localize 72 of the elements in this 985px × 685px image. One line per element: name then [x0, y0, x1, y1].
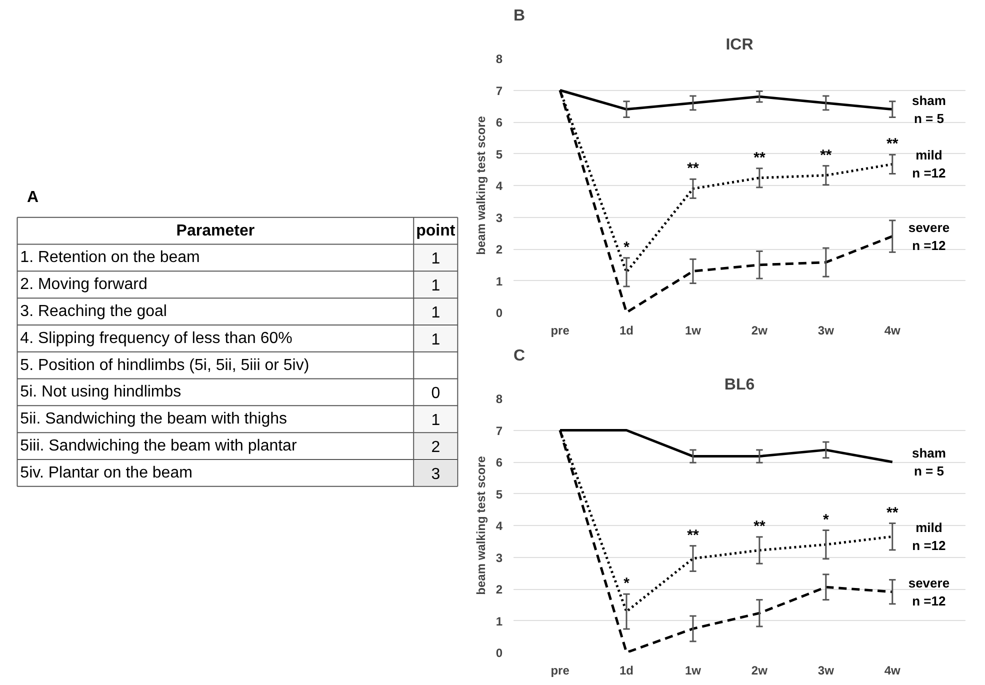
- x-tick-label: pre: [550, 324, 570, 338]
- y-tick-label: 7: [496, 84, 503, 98]
- y-axis-title: Parameter: [176, 222, 255, 240]
- x-tick-label: 3w: [818, 324, 835, 338]
- data-label: **: [886, 504, 898, 522]
- x-tick-label: point: [416, 222, 456, 240]
- x-tick-label: pre: [550, 664, 570, 678]
- y-tick-label: 1. Retention on the beam: [20, 249, 200, 266]
- y-tick-label: 1: [496, 274, 503, 288]
- series-label: severe n =12: [908, 220, 950, 253]
- data-label: **: [687, 526, 699, 544]
- data-label: 3: [431, 466, 440, 483]
- y-tick-label: 2. Moving forward: [20, 276, 148, 294]
- data-label: *: [624, 575, 630, 592]
- data-label: 2: [431, 439, 440, 456]
- data-label: 1: [431, 278, 440, 295]
- x-tick-label: 4w: [884, 324, 902, 338]
- data-label: 1: [431, 412, 440, 430]
- y-tick-label: 6: [496, 116, 503, 130]
- chart-title: BL6: [724, 376, 755, 394]
- y-tick-label: 8: [496, 392, 503, 406]
- y-tick-label: 5i. Not using hindlimbs: [20, 384, 182, 401]
- y-tick-label: 7: [496, 424, 503, 438]
- y-tick-label: 4: [496, 519, 503, 533]
- y-axis-title: beam walking test score: [474, 116, 488, 255]
- y-tick-label: 5. Position of hindlimbs (5i, 5ii, 5iii or 5iv): [20, 356, 310, 374]
- data-label: **: [754, 518, 766, 535]
- x-tick-label: 3w: [818, 664, 835, 678]
- y-tick-label: 0: [496, 306, 503, 320]
- data-label: *: [822, 511, 829, 528]
- y-tick-label: 0: [496, 646, 503, 660]
- y-tick-label: 2: [496, 242, 503, 256]
- y-tick-label: 5: [496, 147, 503, 162]
- text: A: [27, 189, 40, 206]
- y-tick-label: 6: [496, 456, 503, 470]
- data-label: *: [624, 238, 630, 256]
- series-label: sham n = 5: [912, 92, 946, 126]
- x-tick-label: 1d: [620, 664, 634, 678]
- data-label: **: [820, 146, 832, 164]
- x-tick-label: 1w: [684, 324, 702, 338]
- y-tick-label: 4. Slipping frequency of less than 60%: [20, 330, 292, 347]
- y-tick-label: 1: [496, 614, 503, 628]
- series-label: mild n =12: [912, 148, 946, 181]
- y-tick-label: 3. Reaching the goal: [20, 303, 167, 320]
- y-axis-title: beam walking test score: [474, 456, 488, 595]
- x-tick-label: 2w: [751, 664, 768, 678]
- x-tick-label: 1d: [620, 324, 634, 338]
- y-tick-label: 3: [496, 210, 503, 225]
- data-label: 1: [431, 331, 440, 348]
- data-label: 0: [431, 385, 440, 402]
- y-tick-label: 5iv. Plantar on the beam: [20, 464, 192, 482]
- x-tick-label: 1w: [684, 664, 702, 678]
- series-label: sham n = 5: [912, 446, 946, 478]
- data-label: **: [886, 136, 898, 153]
- x-tick-label: 4w: [884, 664, 902, 678]
- data-label: **: [687, 160, 699, 178]
- y-tick-label: 8: [496, 52, 503, 66]
- series-label: severe n =12: [908, 575, 950, 608]
- data-label: 1: [431, 304, 440, 322]
- y-tick-label: 4: [496, 179, 503, 193]
- y-tick-label: 2: [496, 582, 503, 596]
- y-tick-label: 3: [496, 550, 503, 565]
- text: C: [514, 348, 526, 364]
- data-label: **: [754, 149, 766, 166]
- chart-title: ICR: [726, 36, 754, 54]
- y-tick-label: 5ii. Sandwiching the beam with thighs: [20, 410, 288, 428]
- data-label: 1: [431, 250, 440, 268]
- y-tick-label: 5iii. Sandwiching the beam with plantar: [20, 438, 298, 455]
- series-label: mild n =12: [912, 520, 946, 554]
- y-tick-label: 5: [496, 487, 503, 502]
- x-tick-label: 2w: [751, 324, 768, 338]
- text: B: [514, 8, 526, 24]
